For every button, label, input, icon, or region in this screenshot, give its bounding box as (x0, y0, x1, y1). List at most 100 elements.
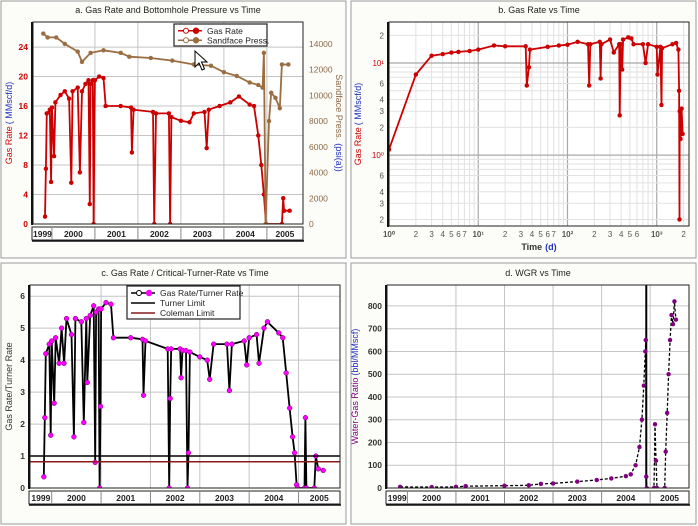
data-point (228, 100, 233, 105)
data-point (463, 483, 468, 488)
x-tick-label: 10³ (651, 230, 663, 239)
y-tick-label: 2 (380, 215, 385, 224)
data-point (221, 69, 227, 75)
data-point (131, 107, 136, 112)
data-point (247, 80, 252, 85)
y-tick-label: 0 (23, 219, 28, 229)
data-point (259, 162, 264, 168)
x-tick-label: 4 (530, 230, 535, 239)
data-point (241, 338, 247, 344)
data-point (153, 111, 159, 116)
data-point (617, 113, 622, 118)
legend-label: Gas Rate (207, 26, 243, 36)
data-point (652, 422, 658, 427)
series-layer (41, 31, 292, 224)
data-point (619, 67, 625, 72)
data-point (178, 118, 184, 124)
data-point (676, 47, 681, 52)
x-tick-label: 4 (619, 230, 624, 239)
data-point (653, 458, 659, 463)
y-tick-label: 300 (368, 415, 382, 425)
data-point (565, 42, 570, 47)
x-year-label: 2000 (422, 493, 441, 503)
y-axis-label-text: Gas Rate/Turner Rate (4, 342, 14, 430)
y-tick-label: 100 (368, 460, 382, 470)
data-point (502, 44, 508, 49)
data-point (202, 109, 207, 115)
y-right-tick-label: 12000 (309, 65, 333, 75)
data-point (170, 58, 175, 63)
y-tick-label: 2 (380, 31, 385, 40)
y-axis-label-text: Gas Rate (353, 127, 363, 165)
data-point (244, 362, 250, 368)
data-point (680, 131, 685, 137)
data-point (280, 195, 286, 201)
data-point (491, 43, 497, 48)
data-point (191, 111, 197, 116)
data-point (666, 371, 671, 377)
data-point (61, 360, 67, 366)
data-point (88, 50, 93, 56)
year-axis-strip (28, 490, 341, 505)
data-point (654, 44, 659, 50)
y-right-tick-label: 8000 (309, 116, 328, 126)
data-point (641, 383, 647, 388)
data-point (655, 72, 660, 77)
y-right-tick-label: 10000 (309, 90, 333, 100)
y-axis-label: Gas Rate( MMscf/d) (4, 82, 14, 165)
x-year-label: 2003 (215, 493, 234, 503)
x-year-label: 1999 (388, 493, 407, 503)
data-point (526, 65, 532, 70)
data-point (110, 335, 117, 341)
x-tick-label: 5 (538, 230, 543, 239)
data-point (83, 81, 88, 87)
data-point (127, 54, 132, 59)
data-point (628, 472, 633, 477)
chart-panel-d: d. WGR vs Time 0 100 200 300 400 500 600 700 800 1… (350, 262, 697, 525)
data-point (41, 474, 47, 480)
x-year-label: 2000 (64, 229, 83, 239)
legend-item: Turner Limit (131, 298, 206, 308)
x-tick-label: 5 (628, 230, 633, 239)
y-tick-label: 20 (19, 72, 29, 82)
legend-label: Turner Limit (160, 298, 206, 308)
data-point (631, 41, 636, 47)
x-tick-label: 10⁰ (383, 230, 396, 239)
y-tick-label: 12 (19, 131, 29, 141)
data-point (586, 83, 592, 88)
data-point (261, 325, 267, 331)
data-point (611, 50, 617, 55)
data-point (588, 41, 593, 47)
x-axis-label-text: Time (521, 242, 542, 252)
data-point (281, 208, 287, 213)
x-year-label: 2004 (264, 493, 283, 503)
data-point (75, 49, 80, 54)
data-point (663, 449, 668, 454)
legend-open-marker-icon (183, 27, 189, 34)
y-tick-label: 6 (380, 79, 385, 88)
data-point (575, 39, 580, 45)
chart-title: c. Gas Rate / Critical-Turner-Rate vs Ti… (101, 268, 268, 278)
data-point (673, 317, 679, 322)
series-line-wgr (400, 301, 677, 488)
series-layer (389, 35, 685, 222)
y-axis-label-text: Gas Rate (4, 126, 14, 164)
legend-filled-marker-icon (145, 289, 153, 297)
data-point (667, 337, 673, 343)
data-point (41, 31, 46, 36)
data-point (229, 341, 235, 347)
data-point (49, 338, 55, 344)
data-point (620, 37, 626, 42)
data-point (43, 166, 49, 171)
data-point (101, 48, 106, 53)
data-point (71, 434, 77, 440)
x-year-label: 2003 (568, 493, 587, 503)
data-point (169, 114, 174, 120)
data-point (502, 483, 507, 488)
data-point (623, 473, 629, 479)
y-tick-label: 700 (368, 324, 382, 334)
data-point (142, 338, 149, 344)
chart-title: b. Gas Rate vs Time (498, 5, 580, 15)
data-point (58, 92, 63, 98)
